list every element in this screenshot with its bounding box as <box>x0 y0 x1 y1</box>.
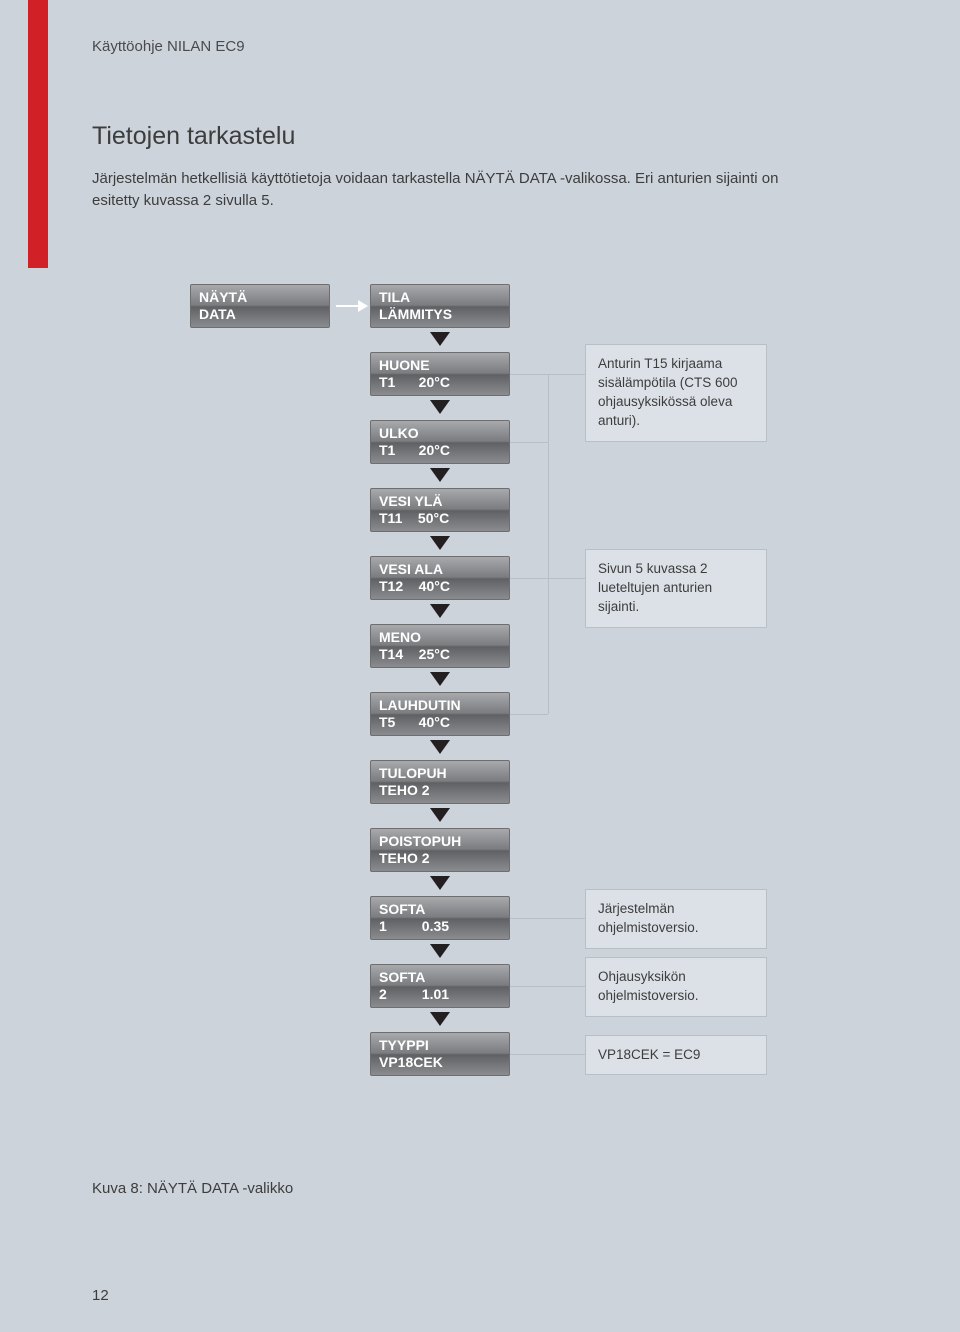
menu-item-line2: T14 25°C <box>379 646 501 664</box>
menu-item-line1: POISTOPUH <box>379 833 501 851</box>
menu-item-line1: MENO <box>379 629 501 647</box>
chevron-down-icon <box>430 740 450 754</box>
menu-item-line1: TILA <box>379 289 501 307</box>
menu-item-line2: VP18CEK <box>379 1054 501 1072</box>
chevron-down-icon <box>430 808 450 822</box>
menu-item: TULOPUHTEHO 2 <box>370 760 510 804</box>
menu-item-line2: T1 20°C <box>379 374 501 392</box>
menu-item: VESI ALAT12 40°C <box>370 556 510 600</box>
chevron-down-icon <box>430 332 450 346</box>
page-header: Käyttöohje NILAN EC9 <box>92 38 245 55</box>
menu-item-line2: 2 1.01 <box>379 986 501 1004</box>
menu-item-line1: VESI YLÄ <box>379 493 501 511</box>
menu-item-line1: TYYPPI <box>379 1037 501 1055</box>
connector-line <box>510 714 548 715</box>
menu-item: POISTOPUHTEHO 2 <box>370 828 510 872</box>
arrow-right <box>336 305 358 307</box>
menu-item-line1: SOFTA <box>379 969 501 987</box>
chevron-down-icon <box>430 672 450 686</box>
menu-item-line2: T11 50°C <box>379 510 501 528</box>
menu-item: VESI YLÄT11 50°C <box>370 488 510 532</box>
connector-line <box>510 578 585 579</box>
menu-item: LAUHDUTINT5 40°C <box>370 692 510 736</box>
menu-item-line2: DATA <box>199 306 321 324</box>
red-side-tab <box>28 0 48 268</box>
chevron-down-icon <box>430 468 450 482</box>
chevron-down-icon <box>430 400 450 414</box>
figure-caption: Kuva 8: NÄYTÄ DATA -valikko <box>92 1180 293 1197</box>
connector-line <box>510 1054 585 1055</box>
menu-item: TILALÄMMITYS <box>370 284 510 328</box>
menu-item-line1: VESI ALA <box>379 561 501 579</box>
chevron-down-icon <box>430 876 450 890</box>
menu-item-line1: LAUHDUTIN <box>379 697 501 715</box>
menu-item-line1: TULOPUH <box>379 765 501 783</box>
menu-item: HUONET1 20°C <box>370 352 510 396</box>
chevron-down-icon <box>430 536 450 550</box>
connector-line <box>510 986 585 987</box>
menu-item-line2: 1 0.35 <box>379 918 501 936</box>
connector-line <box>510 442 548 443</box>
connector-line-vertical <box>548 442 549 578</box>
menu-item: MENOT14 25°C <box>370 624 510 668</box>
menu-item-line2: T1 20°C <box>379 442 501 460</box>
menu-item-line1: NÄYTÄ <box>199 289 321 307</box>
menu-item-nayta-data: NÄYTÄDATA <box>190 284 330 328</box>
callout-box: Järjestelmän ohjelmistoversio. <box>585 889 767 949</box>
section-title: Tietojen tarkastelu <box>92 122 295 151</box>
menu-item-line2: T12 40°C <box>379 578 501 596</box>
callout-box: Sivun 5 kuvassa 2 lueteltujen anturien s… <box>585 549 767 628</box>
callout-box: Anturin T15 kirjaama sisälämpötila (CTS … <box>585 344 767 442</box>
chevron-down-icon <box>430 944 450 958</box>
callout-box: VP18CEK = EC9 <box>585 1035 767 1076</box>
menu-item-line2: LÄMMITYS <box>379 306 501 324</box>
chevron-down-icon <box>430 604 450 618</box>
menu-item-line1: HUONE <box>379 357 501 375</box>
menu-item-line2: TEHO 2 <box>379 850 501 868</box>
menu-item-line1: ULKO <box>379 425 501 443</box>
intro-paragraph: Järjestelmän hetkellisiä käyttötietoja v… <box>92 168 812 212</box>
page-number: 12 <box>92 1287 109 1304</box>
menu-item: SOFTA2 1.01 <box>370 964 510 1008</box>
chevron-down-icon <box>430 1012 450 1026</box>
menu-item-line1: SOFTA <box>379 901 501 919</box>
menu-item: SOFTA1 0.35 <box>370 896 510 940</box>
menu-item-line2: TEHO 2 <box>379 782 501 800</box>
callout-box: Ohjausyksikön ohjelmistoversio. <box>585 957 767 1017</box>
menu-item: TYYPPIVP18CEK <box>370 1032 510 1076</box>
arrow-right-head-icon <box>358 300 368 312</box>
connector-line <box>510 918 585 919</box>
menu-item-line2: T5 40°C <box>379 714 501 732</box>
menu-item: ULKOT1 20°C <box>370 420 510 464</box>
